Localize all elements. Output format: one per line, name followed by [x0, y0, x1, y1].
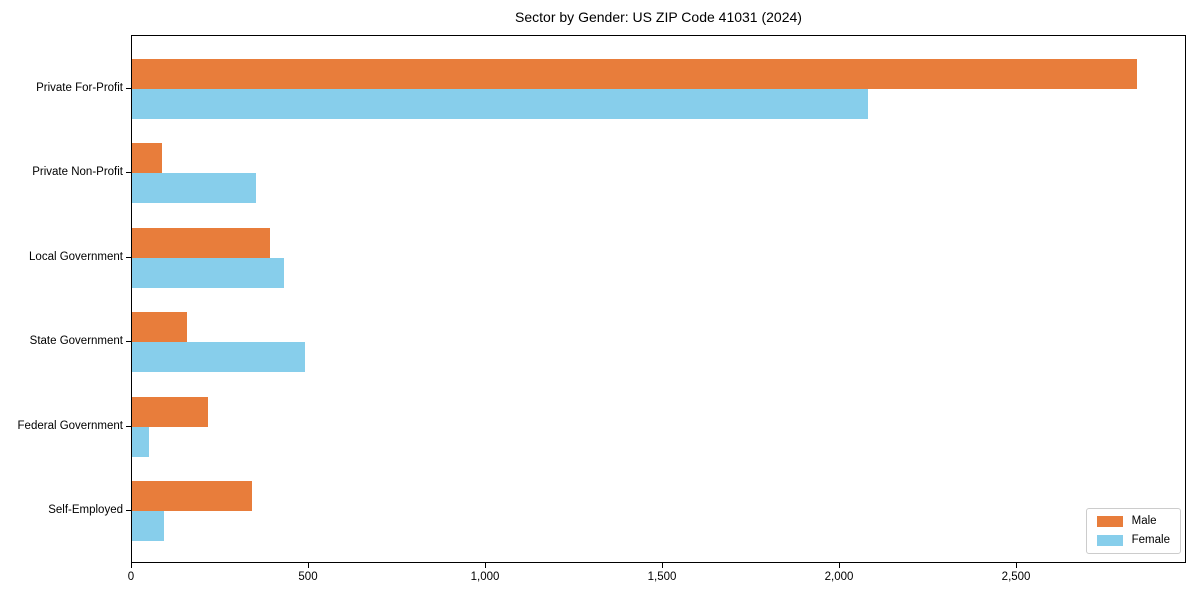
legend-item-female: Female — [1096, 534, 1170, 547]
legend: Male Female — [1085, 508, 1181, 554]
bar-female-1 — [132, 173, 256, 204]
x-tick-label: 0 — [127, 571, 135, 583]
y-category-label: Self-Employed — [48, 504, 123, 516]
bar-female-2 — [132, 257, 285, 288]
y-tick-mark — [126, 256, 131, 258]
legend-item-male: Male — [1096, 515, 1170, 528]
y-tick-mark — [126, 425, 131, 427]
bar-male-4 — [132, 396, 209, 427]
x-tick-mark — [839, 563, 841, 568]
female-legend-swatch — [1096, 535, 1123, 546]
x-tick-mark — [1016, 563, 1018, 568]
x-tick-mark — [308, 563, 309, 568]
female-legend-label: Female — [1131, 534, 1170, 546]
x-tick-label: 2,500 — [1001, 571, 1031, 583]
bar-female-4 — [132, 426, 149, 457]
bar-female-5 — [132, 511, 164, 541]
y-category-label: Private For-Profit — [36, 82, 123, 94]
y-tick-mark — [126, 510, 131, 511]
y-category-label: Federal Government — [17, 419, 123, 432]
bar-male-1 — [132, 143, 163, 174]
x-tick-label: 2,000 — [824, 571, 854, 583]
male-legend-label: Male — [1131, 515, 1157, 527]
y-category-label: Local Government — [29, 250, 123, 263]
male-legend-swatch — [1096, 516, 1123, 527]
bar-male-5 — [132, 481, 253, 511]
x-tick-label: 1,500 — [647, 571, 677, 583]
y-tick-mark — [126, 172, 131, 174]
chart-title: Sector by Gender: US ZIP Code 41031 (202… — [515, 9, 802, 25]
bar-male-0 — [132, 59, 1138, 89]
y-category-label: Private Non-Profit — [32, 166, 123, 179]
y-tick-mark — [126, 88, 131, 89]
x-tick-label: 1,000 — [470, 571, 500, 583]
x-tick-mark — [131, 563, 132, 568]
x-tick-label: 500 — [298, 571, 318, 583]
x-tick-mark — [662, 563, 664, 568]
bar-male-2 — [132, 227, 271, 258]
y-category-label: State Government — [29, 335, 123, 348]
bar-female-3 — [132, 342, 306, 373]
plot-area: Male Female — [131, 35, 1186, 563]
bar-male-3 — [132, 312, 187, 343]
y-tick-mark — [126, 341, 131, 343]
bar-female-0 — [132, 89, 869, 119]
x-tick-mark — [485, 563, 487, 568]
